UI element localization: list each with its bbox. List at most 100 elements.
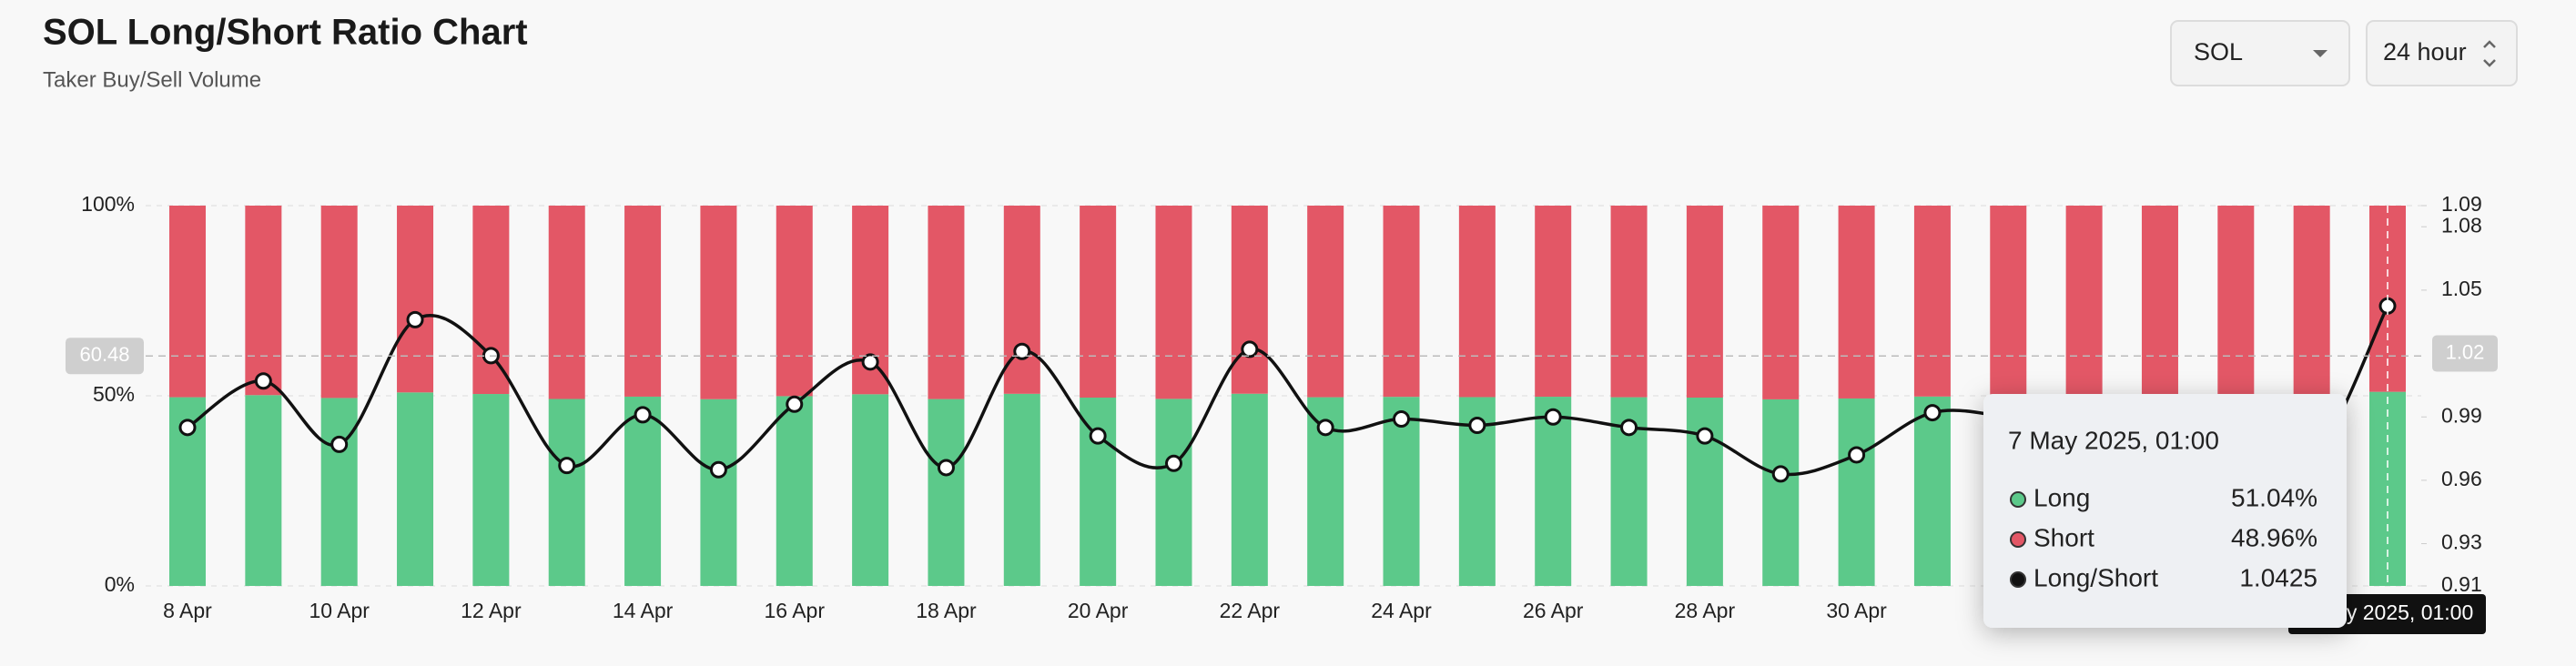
tooltip-row-value: 48.96% — [2231, 523, 2317, 551]
bar-short — [1535, 206, 1572, 398]
ratio-point — [1393, 410, 1411, 429]
ratio-point — [254, 372, 272, 390]
ratio-point — [1316, 419, 1334, 437]
bar-short — [169, 206, 206, 398]
chart-subtitle: Taker Buy/Sell Volume — [43, 67, 261, 92]
bar-short — [700, 206, 737, 399]
bar-long — [700, 399, 737, 586]
x-tick-label: 14 Apr — [613, 599, 674, 622]
bar-short — [624, 206, 662, 397]
ratio-point — [634, 406, 652, 424]
select-label[interactable]: 24 hour — [2383, 38, 2467, 66]
ratio-point — [1089, 427, 1107, 445]
tooltip-row-value: 51.04% — [2231, 483, 2317, 511]
y-tick-label: 100% — [81, 192, 135, 216]
ratio-point — [1848, 446, 1866, 464]
bar-long — [1686, 398, 1723, 586]
x-tick-label: 22 Apr — [1220, 599, 1281, 622]
x-tick-label: 10 Apr — [309, 599, 370, 622]
bar-short — [1762, 206, 1800, 399]
select-box[interactable] — [2366, 20, 2518, 86]
x-tick-label: 8 Apr — [163, 599, 212, 622]
ratio-point — [709, 460, 727, 479]
bar-long — [397, 392, 434, 586]
bar-long — [624, 396, 662, 586]
tooltip-row-name: Long — [2033, 483, 2090, 511]
tooltip: 7 May 2025, 01:00 Long 51.04% Short 48.96% Lo… — [1983, 394, 2347, 628]
bar-short — [1231, 206, 1268, 394]
x-tick-label: 24 Apr — [1371, 599, 1432, 622]
bar-long — [1762, 399, 1800, 586]
crosshair-y-box — [66, 338, 144, 375]
x-tick-label: 18 Apr — [916, 599, 977, 622]
bar-short — [1383, 206, 1420, 398]
bar-long — [245, 395, 282, 586]
ratio-point — [1013, 342, 1031, 360]
tooltip-row-name: Short — [2033, 523, 2094, 551]
bar-short — [1155, 206, 1192, 399]
x-tick-label: 12 Apr — [461, 599, 522, 622]
bar-long — [1155, 399, 1192, 586]
bar-long — [320, 398, 358, 586]
bar-short — [1990, 206, 2027, 398]
bar-short — [548, 206, 585, 399]
bar-long — [852, 394, 889, 586]
y2-tick-label: 0.91 — [2441, 572, 2482, 596]
bar-long — [548, 399, 585, 586]
ratio-point — [178, 419, 197, 437]
ratio-point — [1468, 417, 1486, 435]
ratio-point — [1544, 408, 1562, 426]
bar-long — [1080, 398, 1117, 586]
bar-short — [2065, 206, 2103, 398]
bar-short — [776, 206, 813, 397]
tooltip-swatch — [2010, 491, 2026, 508]
bar-short — [1003, 206, 1040, 394]
overlay: 60.48 1.02 7 May 2025, 01:007 May 2025, 01… — [66, 206, 2498, 634]
bar-short — [472, 206, 510, 395]
x-tick-label: 16 Apr — [765, 599, 826, 622]
select-arrow — [2313, 50, 2328, 57]
bar-short — [1610, 206, 1648, 398]
ratio-point — [330, 435, 349, 453]
bar-long — [776, 396, 813, 586]
ratio-point — [1696, 427, 1714, 445]
bar-long — [1838, 398, 1875, 586]
crosshair-y-label: 60.48 — [79, 343, 129, 366]
bar-short — [397, 206, 434, 393]
bar-short — [1080, 206, 1117, 399]
symbol-select[interactable]: SOL — [2170, 20, 2350, 86]
y2-tick-label: 0.99 — [2441, 403, 2482, 427]
chart-title: SOL Long/Short Ratio Chart — [43, 13, 528, 53]
bar-short — [2217, 206, 2255, 399]
bar-long — [928, 399, 965, 586]
ratio-point — [786, 395, 804, 413]
tooltip-row-value: 1.0425 — [2239, 563, 2317, 591]
x-tick-label: 30 Apr — [1826, 599, 1887, 622]
tooltip-box — [1983, 394, 2347, 628]
y2-tick-label: 0.93 — [2441, 530, 2482, 554]
x-tick-label: 26 Apr — [1523, 599, 1584, 622]
bar-long — [1003, 393, 1040, 586]
select-arrow — [2483, 40, 2496, 67]
tooltip-row-name: Long/Short — [2033, 563, 2158, 591]
ratio-point — [1241, 340, 1259, 358]
ratio-point — [937, 459, 955, 477]
period-select[interactable]: 24 hour — [2366, 20, 2518, 86]
y2-tick-label: 1.08 — [2441, 213, 2482, 237]
select-box[interactable] — [2170, 20, 2350, 86]
select-label[interactable]: SOL — [2194, 38, 2243, 66]
x-tick-label: 28 Apr — [1675, 599, 1736, 622]
bar-long — [1913, 396, 1951, 586]
crosshair-y2-label: 1.02 — [2446, 340, 2485, 363]
bar-short — [1307, 206, 1344, 398]
bar-short — [2293, 206, 2330, 399]
tooltip-swatch — [2010, 571, 2026, 588]
bar-short — [1686, 206, 1723, 399]
ratio-point — [558, 457, 576, 475]
ratio-point — [1923, 404, 1942, 422]
y-tick-label: 50% — [93, 382, 135, 406]
ratio-point — [1620, 419, 1638, 437]
bar-short — [928, 206, 965, 399]
